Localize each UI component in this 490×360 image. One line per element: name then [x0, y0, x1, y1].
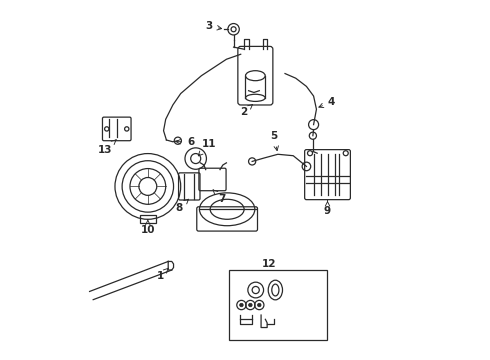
- Text: 9: 9: [324, 201, 331, 216]
- Text: 4: 4: [319, 97, 335, 108]
- Bar: [229, 270, 327, 340]
- Text: 6: 6: [176, 137, 195, 147]
- Text: 8: 8: [175, 199, 189, 213]
- Text: 7: 7: [213, 190, 225, 203]
- Text: 2: 2: [240, 104, 252, 117]
- Circle shape: [258, 303, 261, 307]
- Text: 10: 10: [141, 220, 155, 235]
- Text: 11: 11: [198, 139, 217, 156]
- Bar: [140, 215, 156, 223]
- Text: 1: 1: [156, 268, 169, 282]
- Text: 5: 5: [270, 131, 278, 150]
- Circle shape: [240, 303, 243, 307]
- Text: 3: 3: [206, 21, 221, 31]
- Text: 12: 12: [262, 259, 276, 269]
- Circle shape: [248, 303, 252, 307]
- Text: 13: 13: [98, 140, 116, 155]
